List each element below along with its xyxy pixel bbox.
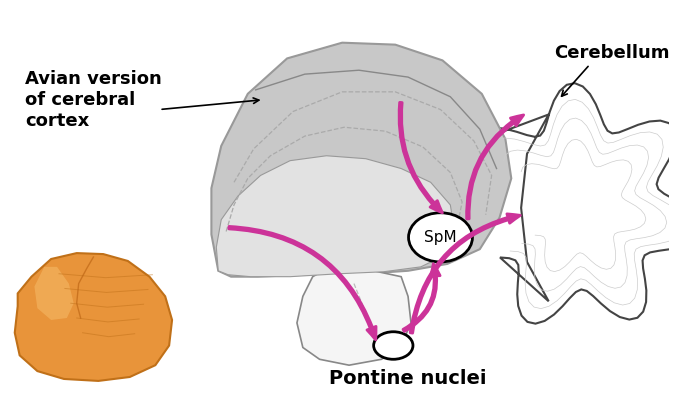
Ellipse shape <box>409 213 473 262</box>
Polygon shape <box>35 267 73 320</box>
Text: Pontine nuclei: Pontine nuclei <box>329 370 487 388</box>
Text: Avian version
of cerebral
cortex: Avian version of cerebral cortex <box>25 70 162 130</box>
Polygon shape <box>216 156 454 277</box>
FancyArrowPatch shape <box>399 102 443 213</box>
FancyArrowPatch shape <box>403 264 440 332</box>
Ellipse shape <box>373 332 413 359</box>
FancyArrowPatch shape <box>229 226 376 340</box>
FancyArrowPatch shape <box>466 115 524 219</box>
Polygon shape <box>15 253 172 381</box>
Text: Cerebellum: Cerebellum <box>554 44 669 62</box>
Polygon shape <box>475 83 680 324</box>
Text: SpM: SpM <box>424 230 457 245</box>
Polygon shape <box>297 269 411 365</box>
Polygon shape <box>211 43 511 277</box>
FancyArrowPatch shape <box>410 214 520 333</box>
